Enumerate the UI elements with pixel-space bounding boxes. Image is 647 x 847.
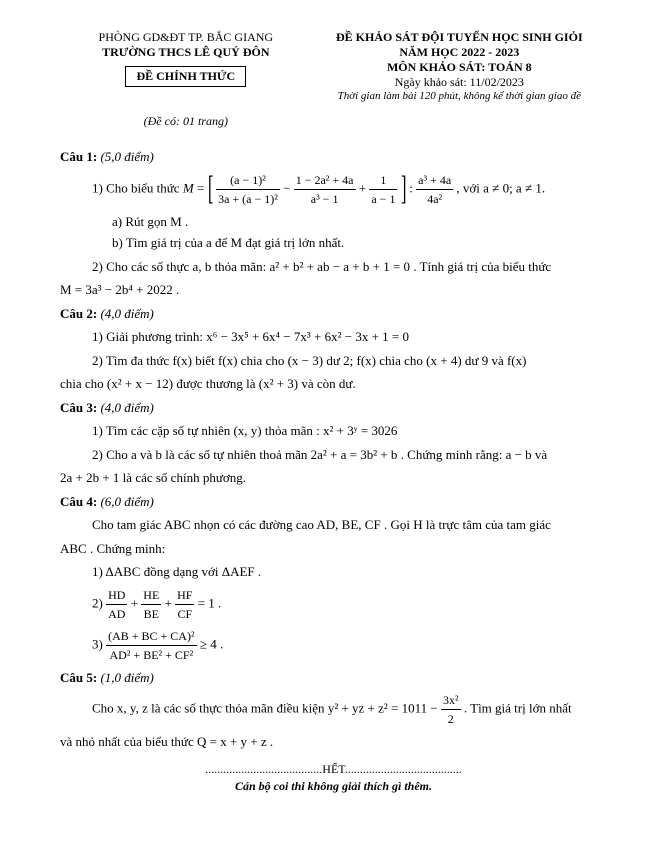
exam-title: ĐỀ KHẢO SÁT ĐỘI TUYỂN HỌC SINH GIỎI — [312, 30, 607, 45]
official-box: ĐỀ CHÍNH THỨC — [125, 66, 246, 87]
frac-4: a³ + 4a 4a² — [416, 171, 453, 208]
page-count: (Đề có: 01 trang) — [60, 114, 312, 129]
q4-intro1: Cho tam giác ABC nhọn có các đường cao A… — [92, 515, 607, 535]
duration: Thời gian làm bài 120 phút, không kể thờ… — [312, 90, 607, 102]
q1-p2-M: M = 3a³ − 2b⁴ + 2022 . — [60, 280, 607, 300]
frac-q5: 3x² 2 — [441, 691, 461, 728]
q5-p2: và nhỏ nhất của biểu thức Q = x + y + z … — [60, 732, 607, 752]
subject: MÔN KHẢO SÁT: TOÁN 8 — [312, 60, 607, 75]
m-expr: M = — [183, 180, 208, 195]
q4-p3: 3) (AB + BC + CA)² AD² + BE² + CF² ≥ 4 . — [92, 627, 607, 664]
footer-note: Cán bộ coi thi không giải thích gì thêm. — [60, 779, 607, 794]
q3-p2b: 2a + 2b + 1 là các số chính phương. — [60, 468, 607, 488]
exam-date: Ngày khảo sát: 11/02/2023 — [312, 75, 607, 90]
q1-p1b: b) Tìm giá trị của a để M đạt giá trị lớ… — [112, 233, 607, 253]
school-line: TRƯỜNG THCS LÊ QUÝ ĐÔN — [60, 45, 312, 60]
q4-p2: 2) HD AD + HE BE + HF CF = 1 . — [92, 586, 607, 623]
q1-p1-lead: 1) Cho biểu thức — [92, 180, 183, 195]
q1-p1a: a) Rút gọn M . — [112, 212, 607, 232]
frac-1: (a − 1)² 3a + (a − 1)² — [216, 171, 280, 208]
frac-q4-p3: (AB + BC + CA)² AD² + BE² + CF² — [106, 627, 196, 664]
bracket-open-icon: [ — [207, 172, 213, 206]
q4-p1: 1) ΔABC đồng dạng với ΔAEF . — [92, 562, 607, 582]
frac-2: 1 − 2a² + 4a a³ − 1 — [294, 171, 356, 208]
q1-title: Câu 1: (5,0 điểm) — [60, 147, 607, 167]
q2-p2b: chia cho (x² + x − 12) được thương là (x… — [60, 374, 607, 394]
exam-page: PHÒNG GD&ĐT TP. BẮC GIANG TRƯỜNG THCS LÊ… — [0, 0, 647, 814]
q1-p1: 1) Cho biểu thức M = [ (a − 1)² 3a + (a … — [92, 171, 607, 208]
bracket-close-icon: ] — [401, 172, 407, 206]
q3-title: Câu 3: (4,0 điểm) — [60, 398, 607, 418]
q4-title: Câu 4: (6,0 điểm) — [60, 492, 607, 512]
frac-3: 1 a − 1 — [369, 171, 397, 208]
q4-intro2: ABC . Chứng minh: — [60, 539, 607, 559]
school-year: NĂM HỌC 2022 - 2023 — [312, 45, 607, 60]
q3-p2a: 2) Cho a và b là các số tự nhiên thoả mã… — [92, 445, 607, 465]
end-line: .......................................H… — [60, 762, 607, 777]
q1-p2: 2) Cho các số thực a, b thỏa mãn: a² + b… — [92, 257, 607, 277]
frac-hd-ad: HD AD — [106, 586, 127, 623]
q1-p1-tail: , với a ≠ 0; a ≠ 1. — [456, 180, 545, 195]
q1-label: Câu 1: — [60, 149, 97, 164]
frac-he-be: HE BE — [141, 586, 161, 623]
q2-p2a: 2) Tìm đa thức f(x) biết f(x) chia cho (… — [92, 351, 607, 371]
q3-p1: 1) Tìm các cặp số tự nhiên (x, y) thỏa m… — [92, 421, 607, 441]
q5-title: Câu 5: (1,0 điểm) — [60, 668, 607, 688]
q2-p1: 1) Giải phương trình: x⁶ − 3x⁵ + 6x⁴ − 7… — [92, 327, 607, 347]
header: PHÒNG GD&ĐT TP. BẮC GIANG TRƯỜNG THCS LÊ… — [60, 30, 607, 102]
frac-hf-cf: HF CF — [175, 586, 194, 623]
header-right: ĐỀ KHẢO SÁT ĐỘI TUYỂN HỌC SINH GIỎI NĂM … — [312, 30, 607, 102]
q5-p1: Cho x, y, z là các số thực thỏa mãn điều… — [92, 691, 607, 728]
q1-points: (5,0 điểm) — [100, 149, 153, 164]
header-left: PHÒNG GD&ĐT TP. BẮC GIANG TRƯỜNG THCS LÊ… — [60, 30, 312, 102]
q2-title: Câu 2: (4,0 điểm) — [60, 304, 607, 324]
dept-line: PHÒNG GD&ĐT TP. BẮC GIANG — [60, 30, 312, 45]
